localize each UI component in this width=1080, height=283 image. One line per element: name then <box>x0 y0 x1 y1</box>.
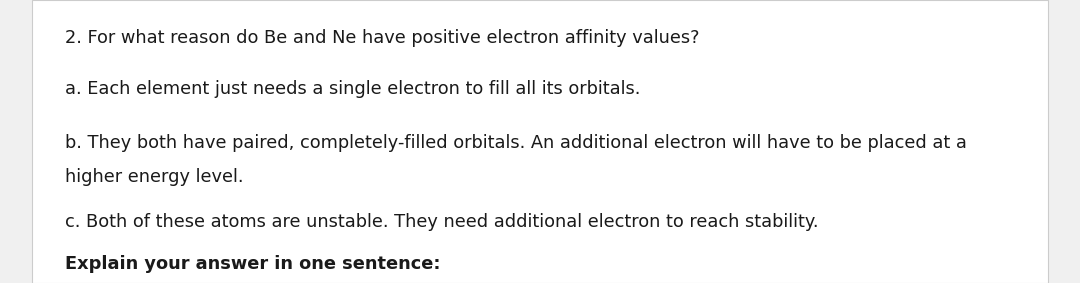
Text: 2. For what reason do Be and Ne have positive electron affinity values?: 2. For what reason do Be and Ne have pos… <box>65 29 700 47</box>
Text: a. Each element just needs a single electron to fill all its orbitals.: a. Each element just needs a single elec… <box>65 80 640 98</box>
Text: higher energy level.: higher energy level. <box>65 168 243 186</box>
Text: c. Both of these atoms are unstable. They need additional electron to reach stab: c. Both of these atoms are unstable. The… <box>65 213 819 231</box>
FancyBboxPatch shape <box>32 0 1048 283</box>
Text: Explain your answer in one sentence:: Explain your answer in one sentence: <box>65 255 441 273</box>
Text: b. They both have paired, completely-filled orbitals. An additional electron wil: b. They both have paired, completely-fil… <box>65 134 967 152</box>
